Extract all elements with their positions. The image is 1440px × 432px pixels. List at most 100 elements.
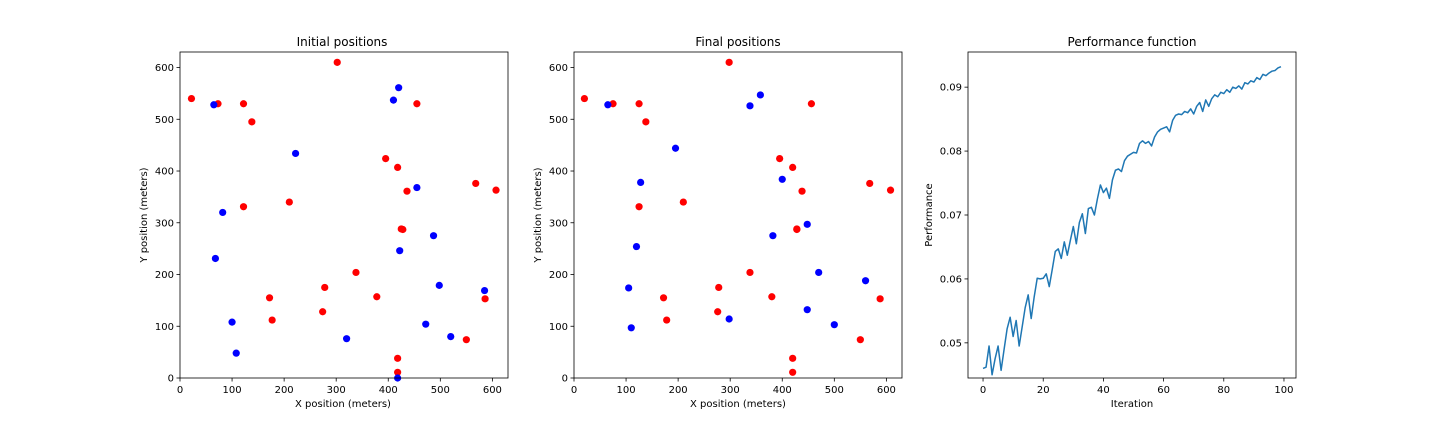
scatter-point [746, 268, 754, 277]
scatter-point [219, 208, 227, 217]
x-tick-label: 0 [980, 385, 986, 396]
scatter-point [886, 186, 895, 194]
y-tick-label: 100 [155, 322, 174, 333]
scatter-point [746, 102, 754, 110]
scatter-point [382, 154, 390, 163]
panel-3-ticks: 0 20 40 60 80 100 0.05 0.06 0.07 0.08 0.09 [940, 83, 1294, 396]
x-tick-label: 500 [825, 385, 844, 396]
y-tick-label: 0 [168, 374, 174, 385]
y-tick-label: 400 [155, 167, 174, 178]
x-tick-label: 200 [669, 385, 688, 396]
scatter-point [671, 144, 680, 152]
panel-performance-function: Performance function Iteration Performan… [924, 35, 1297, 410]
scatter-point [239, 100, 248, 108]
x-tick-label: 600 [877, 385, 896, 396]
scatter-point [413, 183, 421, 192]
y-tick-label: 0.06 [940, 274, 962, 285]
scatter-point [642, 118, 650, 126]
y-tick-label: 100 [549, 322, 568, 333]
scatter-point [394, 163, 402, 171]
scatter-point [789, 354, 797, 362]
x-tick-label: 600 [483, 385, 502, 396]
y-tick-label: 0 [562, 374, 568, 385]
scatter-point [399, 225, 407, 234]
panel-2-ylabel: Y position (meters) [533, 167, 544, 263]
panel-2-title: Final positions [695, 35, 780, 49]
scatter-point [803, 220, 811, 228]
scatter-point [373, 293, 381, 301]
panel-3-xlabel: Iteration [1111, 399, 1153, 410]
panel-2-xlabel: X position (meters) [690, 399, 786, 410]
panel-final-positions: Final positions X position (meters) Y po… [533, 35, 903, 410]
scatter-point [637, 178, 645, 186]
x-tick-label: 40 [1097, 385, 1110, 396]
panel-3-marks [982, 66, 1282, 376]
scatter-point [396, 247, 404, 255]
x-tick-label: 0 [571, 385, 577, 396]
scatter-point [352, 268, 360, 277]
scatter-point [333, 58, 341, 66]
y-tick-label: 0.08 [940, 147, 962, 158]
scatter-point [789, 163, 797, 171]
scatter-point [285, 198, 293, 206]
panel-2-ticks: 0 100 200 300 400 500 600 0 100 200 300 400 500 600 [549, 63, 896, 396]
scatter-point [447, 333, 455, 341]
x-tick-label: 80 [1217, 385, 1230, 396]
scatter-point [803, 306, 811, 314]
panel-1-ylabel: Y position (meters) [139, 167, 150, 263]
y-tick-label: 0.07 [940, 211, 962, 222]
scatter-point [395, 84, 403, 92]
x-tick-label: 300 [721, 385, 740, 396]
scatter-point [725, 58, 733, 66]
panel-initial-positions: Initial positions X position (meters) Y … [139, 35, 509, 410]
panel-3-plot-frame [967, 51, 1297, 379]
scatter-point [793, 225, 801, 234]
scatter-point [389, 96, 398, 104]
panel-3-ylabel: Performance [924, 183, 935, 246]
y-tick-label: 200 [155, 270, 174, 281]
scatter-point [769, 232, 777, 240]
scatter-point [321, 283, 329, 292]
y-tick-label: 600 [549, 63, 568, 74]
scatter-point [627, 324, 635, 332]
scatter-point [248, 118, 256, 126]
scatter-point [211, 254, 220, 263]
y-tick-label: 300 [549, 218, 568, 229]
x-tick-label: 100 [617, 385, 636, 396]
y-tick-label: 0.05 [940, 338, 962, 349]
panel-1-ticks: 0 100 200 300 400 500 600 0 100 200 300 400 500 600 [155, 63, 502, 396]
scatter-point [876, 295, 884, 303]
y-tick-label: 300 [155, 218, 174, 229]
scatter-point [663, 316, 671, 324]
y-tick-label: 500 [549, 115, 568, 126]
scatter-point [480, 286, 489, 295]
scatter-point [343, 335, 351, 343]
scatter-point [632, 242, 641, 251]
scatter-point [394, 354, 402, 362]
scatter-point [798, 187, 806, 195]
y-tick-label: 200 [549, 270, 568, 281]
panel-1-plot-frame [179, 51, 509, 379]
scatter-point [394, 368, 402, 376]
y-tick-label: 600 [155, 63, 174, 74]
x-tick-label: 20 [1037, 385, 1050, 396]
scatter-point [481, 295, 489, 303]
panel-1-title: Initial positions [297, 35, 388, 49]
scatter-point [830, 321, 838, 329]
panel-2-plot-frame [573, 51, 903, 379]
y-tick-label: 0.09 [940, 83, 962, 94]
scatter-point [714, 308, 722, 316]
scatter-point [291, 149, 300, 158]
x-tick-label: 400 [379, 385, 398, 396]
scatter-point [429, 232, 438, 240]
scatter-point [580, 94, 589, 103]
panel-1-xlabel: X position (meters) [295, 399, 391, 410]
panel-2-marks [580, 58, 895, 376]
x-tick-label: 300 [327, 385, 346, 396]
scatter-point [768, 293, 776, 301]
scatter-point [815, 268, 823, 277]
y-tick-label: 500 [155, 115, 174, 126]
x-tick-label: 400 [773, 385, 792, 396]
scatter-point [265, 294, 274, 302]
scatter-point [715, 283, 723, 292]
